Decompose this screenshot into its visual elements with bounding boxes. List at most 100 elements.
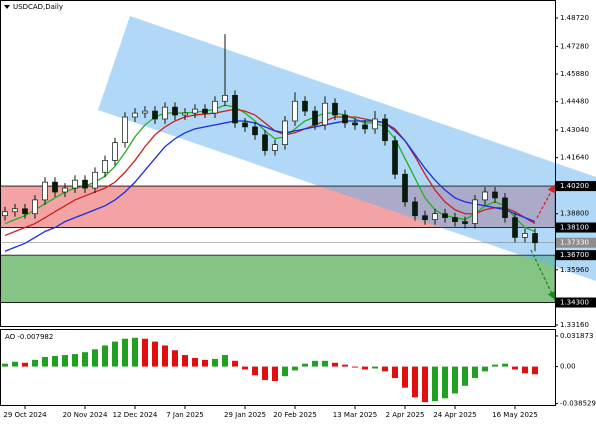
ao-bar: [452, 366, 458, 394]
candle-body: [382, 118, 388, 142]
candle-body: [262, 134, 268, 151]
candle-body: [72, 179, 78, 189]
y-tick-label: 1.43040: [560, 126, 589, 134]
candle-body: [512, 217, 518, 238]
candle-body: [502, 197, 508, 219]
ao-bar: [312, 360, 318, 367]
x-tick-label: 20 Feb 2025: [273, 411, 317, 419]
candle-body: [332, 102, 338, 116]
level-label: 1.34300: [560, 299, 589, 307]
y-tick-label: 1.48720: [560, 14, 589, 22]
ao-bar: [112, 341, 118, 367]
candle-body: [402, 173, 408, 203]
level-label-bg: [556, 250, 596, 261]
candle-body: [162, 106, 168, 120]
level-label: 1.37330: [560, 239, 589, 247]
ao-bar: [72, 354, 78, 367]
x-tick-label: 16 May 2025: [492, 411, 538, 419]
zone: [0, 254, 556, 303]
ao-bar: [272, 366, 278, 381]
candle-body: [122, 116, 128, 144]
ao-bar: [192, 357, 198, 367]
y-tick-label: 1.38800: [560, 210, 589, 218]
candle-body: [152, 110, 158, 120]
candle-body: [92, 171, 98, 189]
candle-body: [352, 122, 358, 126]
ao-bar: [162, 345, 168, 367]
candle-body: [442, 213, 448, 219]
ao-bar: [532, 366, 538, 375]
candle-body: [32, 199, 38, 215]
candle-body: [412, 201, 418, 217]
ao-frame: [0, 329, 556, 406]
ao-bar: [432, 366, 438, 402]
y-tick-label: 0.031873: [560, 332, 593, 340]
chart-title: USDCAD,Daily: [13, 3, 63, 11]
candle-body: [392, 140, 398, 175]
candle-body: [532, 233, 538, 244]
plot: [0, 34, 555, 303]
candle-body: [462, 221, 468, 224]
x-tick-label: 12 Dec 2024: [113, 411, 158, 419]
ao-bar: [322, 360, 328, 367]
level-label: 1.38100: [560, 224, 589, 232]
ao-bar: [22, 362, 28, 367]
menu-triangle: [4, 5, 10, 9]
ao-bar: [422, 366, 428, 403]
ao-bar: [482, 366, 488, 372]
candle-body: [232, 94, 238, 124]
ao-bar: [302, 363, 308, 367]
y-tick-label: 1.41640: [560, 154, 589, 162]
candle-body: [432, 213, 438, 220]
ao-bar: [282, 366, 288, 377]
ao-bar: [172, 350, 178, 367]
y-tick-label: 1.45880: [560, 70, 589, 78]
candle-body: [82, 179, 88, 189]
y-tick-label: 1.47280: [560, 42, 589, 50]
ao-bar: [122, 338, 128, 367]
x-tick-label: 29 Oct 2024: [3, 411, 47, 419]
down-arrow: [530, 249, 555, 300]
x-tick-label: 24 Apr 2025: [433, 411, 476, 419]
ao-bar: [52, 356, 58, 367]
ao-bar: [42, 356, 48, 367]
ao-bar: [82, 352, 88, 367]
ao-title: AO -0.007982: [5, 333, 53, 341]
ao-bar: [212, 358, 218, 367]
candle-body: [22, 208, 28, 215]
ao-bar: [142, 338, 148, 367]
ao-bar: [12, 361, 18, 367]
ao-bar: [362, 366, 368, 370]
candle-body: [252, 126, 258, 136]
ao-bar: [242, 366, 248, 370]
ao-bar: [352, 366, 358, 368]
candle-body: [182, 112, 188, 116]
candle-body: [62, 187, 68, 193]
ao-bar: [262, 366, 268, 381]
ao-bar: [402, 366, 408, 388]
ao-bar: [382, 366, 388, 372]
ao-bar: [232, 360, 238, 367]
ao-bar: [472, 366, 478, 379]
candle-body: [222, 94, 228, 102]
candle-body: [102, 160, 108, 173]
ao-bar: [2, 363, 8, 367]
y-tick-label: 0.00: [560, 363, 576, 371]
ao-bar: [512, 366, 518, 370]
ao-bar: [182, 355, 188, 367]
ao-bar: [462, 366, 468, 386]
ao-bar: [522, 366, 528, 374]
candle-body: [302, 100, 308, 112]
ao-bar: [152, 341, 158, 367]
ao-bar: [492, 364, 498, 367]
level-label: 1.36700: [560, 251, 589, 259]
candle-body: [52, 181, 58, 193]
candle-body: [212, 100, 218, 114]
main-frame: [0, 0, 556, 327]
candle-body: [362, 124, 368, 130]
ao-bar: [372, 366, 378, 369]
candle-body: [142, 110, 148, 114]
ao-bar: [392, 366, 398, 379]
ao-bar: [502, 363, 508, 367]
